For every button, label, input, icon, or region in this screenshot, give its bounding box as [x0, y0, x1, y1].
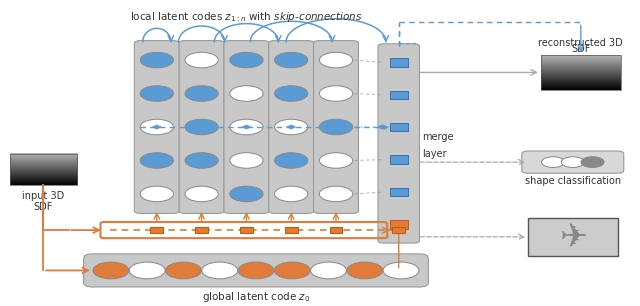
Text: reconstructed 3D: reconstructed 3D: [538, 38, 623, 48]
Circle shape: [230, 119, 263, 135]
Text: ✈: ✈: [559, 220, 587, 253]
Text: SDF: SDF: [571, 44, 591, 54]
Bar: [390, 91, 408, 99]
Bar: [390, 58, 408, 67]
Circle shape: [275, 262, 310, 279]
Text: input 3D: input 3D: [22, 191, 65, 201]
Circle shape: [230, 153, 263, 168]
Circle shape: [319, 153, 353, 168]
Bar: [390, 123, 408, 132]
Bar: [240, 227, 253, 233]
Circle shape: [347, 262, 383, 279]
Polygon shape: [332, 125, 340, 129]
Bar: [541, 55, 621, 90]
FancyBboxPatch shape: [134, 41, 179, 213]
Bar: [390, 220, 408, 229]
Circle shape: [140, 52, 173, 68]
Text: SDF: SDF: [33, 202, 53, 212]
Circle shape: [140, 186, 173, 202]
Circle shape: [93, 262, 129, 279]
Text: global latent code $z_0$: global latent code $z_0$: [202, 290, 310, 304]
Circle shape: [185, 119, 218, 135]
Circle shape: [275, 153, 308, 168]
Circle shape: [140, 86, 173, 101]
Circle shape: [185, 153, 218, 168]
Circle shape: [185, 86, 218, 101]
FancyBboxPatch shape: [224, 41, 269, 213]
Bar: [528, 218, 618, 256]
Text: merge: merge: [422, 132, 453, 143]
Circle shape: [581, 157, 604, 167]
Circle shape: [238, 262, 274, 279]
Text: shape classification: shape classification: [525, 176, 621, 186]
Circle shape: [275, 52, 308, 68]
FancyBboxPatch shape: [84, 254, 428, 287]
Bar: [330, 227, 342, 233]
Circle shape: [310, 262, 346, 279]
Bar: [10, 154, 77, 185]
Bar: [285, 227, 298, 233]
FancyBboxPatch shape: [179, 41, 224, 213]
Circle shape: [129, 262, 165, 279]
Circle shape: [383, 262, 419, 279]
Bar: [390, 155, 408, 164]
Polygon shape: [380, 125, 388, 129]
Bar: [392, 227, 405, 233]
Circle shape: [561, 157, 584, 167]
Circle shape: [319, 52, 353, 68]
Polygon shape: [242, 125, 251, 129]
Circle shape: [185, 186, 218, 202]
Polygon shape: [378, 125, 387, 129]
Circle shape: [541, 157, 564, 167]
Circle shape: [230, 186, 263, 202]
Polygon shape: [197, 125, 206, 129]
Bar: [150, 227, 163, 233]
Circle shape: [319, 86, 353, 101]
Circle shape: [275, 119, 308, 135]
Text: layer: layer: [422, 149, 446, 159]
Circle shape: [319, 119, 353, 135]
Circle shape: [230, 52, 263, 68]
FancyBboxPatch shape: [269, 41, 314, 213]
Bar: [195, 227, 208, 233]
FancyBboxPatch shape: [378, 44, 419, 243]
Circle shape: [140, 153, 173, 168]
Polygon shape: [287, 125, 296, 129]
Text: local latent codes $z_{1:n}$ with $\it{skip}$-$\it{connections}$: local latent codes $z_{1:n}$ with $\it{s…: [130, 10, 363, 24]
Circle shape: [202, 262, 237, 279]
FancyBboxPatch shape: [314, 41, 358, 213]
Circle shape: [319, 186, 353, 202]
Circle shape: [166, 262, 202, 279]
Circle shape: [275, 186, 308, 202]
Circle shape: [185, 52, 218, 68]
Circle shape: [275, 86, 308, 101]
Bar: [390, 188, 408, 196]
Circle shape: [140, 119, 173, 135]
FancyBboxPatch shape: [522, 151, 624, 173]
Circle shape: [230, 86, 263, 101]
Polygon shape: [152, 125, 161, 129]
